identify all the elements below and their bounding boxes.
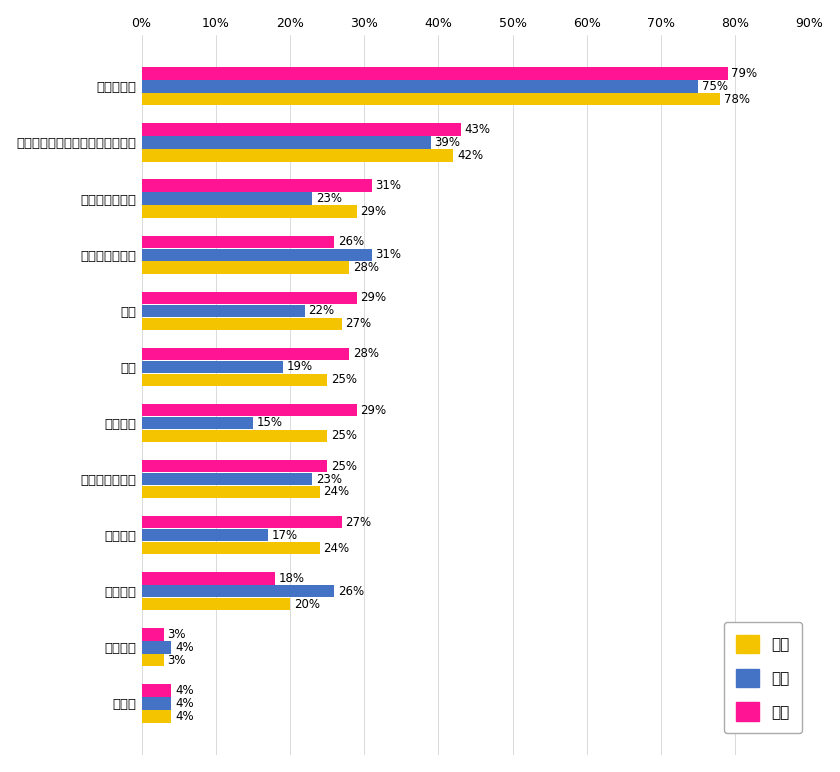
Text: 4%: 4%	[175, 641, 193, 654]
Text: 28%: 28%	[353, 261, 379, 274]
Text: 31%: 31%	[375, 179, 402, 192]
Text: 25%: 25%	[331, 374, 357, 386]
Bar	[141, 654, 164, 666]
Bar	[141, 180, 371, 191]
Text: 18%: 18%	[279, 572, 305, 585]
Bar	[141, 417, 253, 429]
Text: 79%: 79%	[732, 67, 758, 80]
Bar	[141, 430, 327, 442]
Text: 3%: 3%	[167, 628, 186, 641]
Bar	[141, 124, 460, 136]
Bar	[141, 192, 312, 205]
Bar	[141, 460, 327, 472]
Text: 43%: 43%	[465, 123, 491, 136]
Text: 20%: 20%	[294, 598, 320, 611]
Text: 17%: 17%	[271, 529, 297, 542]
Bar	[141, 572, 276, 584]
Bar	[141, 348, 349, 361]
Text: 3%: 3%	[167, 654, 186, 667]
Bar	[141, 205, 357, 218]
Bar	[141, 697, 171, 709]
Bar	[141, 80, 698, 93]
Bar	[141, 361, 282, 373]
Bar	[141, 305, 305, 317]
Text: 26%: 26%	[339, 235, 365, 249]
Text: 22%: 22%	[308, 304, 334, 317]
Bar	[141, 374, 327, 386]
Bar	[141, 486, 320, 498]
Text: 23%: 23%	[316, 472, 342, 486]
Text: 4%: 4%	[175, 710, 193, 723]
Bar	[141, 542, 320, 554]
Text: 75%: 75%	[701, 80, 727, 93]
Text: 15%: 15%	[256, 416, 282, 429]
Text: 23%: 23%	[316, 192, 342, 205]
Text: 26%: 26%	[339, 584, 365, 598]
Bar	[141, 262, 349, 274]
Bar	[141, 642, 171, 654]
Bar	[141, 685, 171, 697]
Bar	[141, 404, 357, 416]
Text: 42%: 42%	[457, 149, 483, 162]
Text: 27%: 27%	[345, 317, 372, 330]
Bar	[141, 292, 357, 304]
Bar	[141, 235, 334, 248]
Bar	[141, 149, 454, 161]
Text: 24%: 24%	[323, 542, 349, 554]
Text: 28%: 28%	[353, 347, 379, 361]
Bar	[141, 93, 721, 106]
Text: 29%: 29%	[360, 291, 386, 304]
Text: 29%: 29%	[360, 404, 386, 417]
Bar	[141, 249, 371, 261]
Bar	[141, 317, 342, 330]
Bar	[141, 529, 268, 541]
Bar	[141, 628, 164, 641]
Text: 27%: 27%	[345, 516, 372, 529]
Bar	[141, 516, 342, 529]
Bar	[141, 67, 727, 80]
Bar	[141, 473, 312, 486]
Bar	[141, 137, 431, 149]
Text: 19%: 19%	[286, 361, 312, 374]
Text: 39%: 39%	[434, 136, 460, 149]
Text: 4%: 4%	[175, 684, 193, 697]
Text: 78%: 78%	[724, 93, 750, 106]
Text: 29%: 29%	[360, 205, 386, 218]
Bar	[141, 598, 290, 611]
Bar	[141, 710, 171, 723]
Text: 25%: 25%	[331, 429, 357, 442]
Legend: 全体, 男性, 女性: 全体, 男性, 女性	[724, 622, 801, 733]
Text: 4%: 4%	[175, 697, 193, 710]
Text: 25%: 25%	[331, 459, 357, 472]
Text: 31%: 31%	[375, 248, 402, 261]
Bar	[141, 585, 334, 598]
Text: 24%: 24%	[323, 486, 349, 499]
